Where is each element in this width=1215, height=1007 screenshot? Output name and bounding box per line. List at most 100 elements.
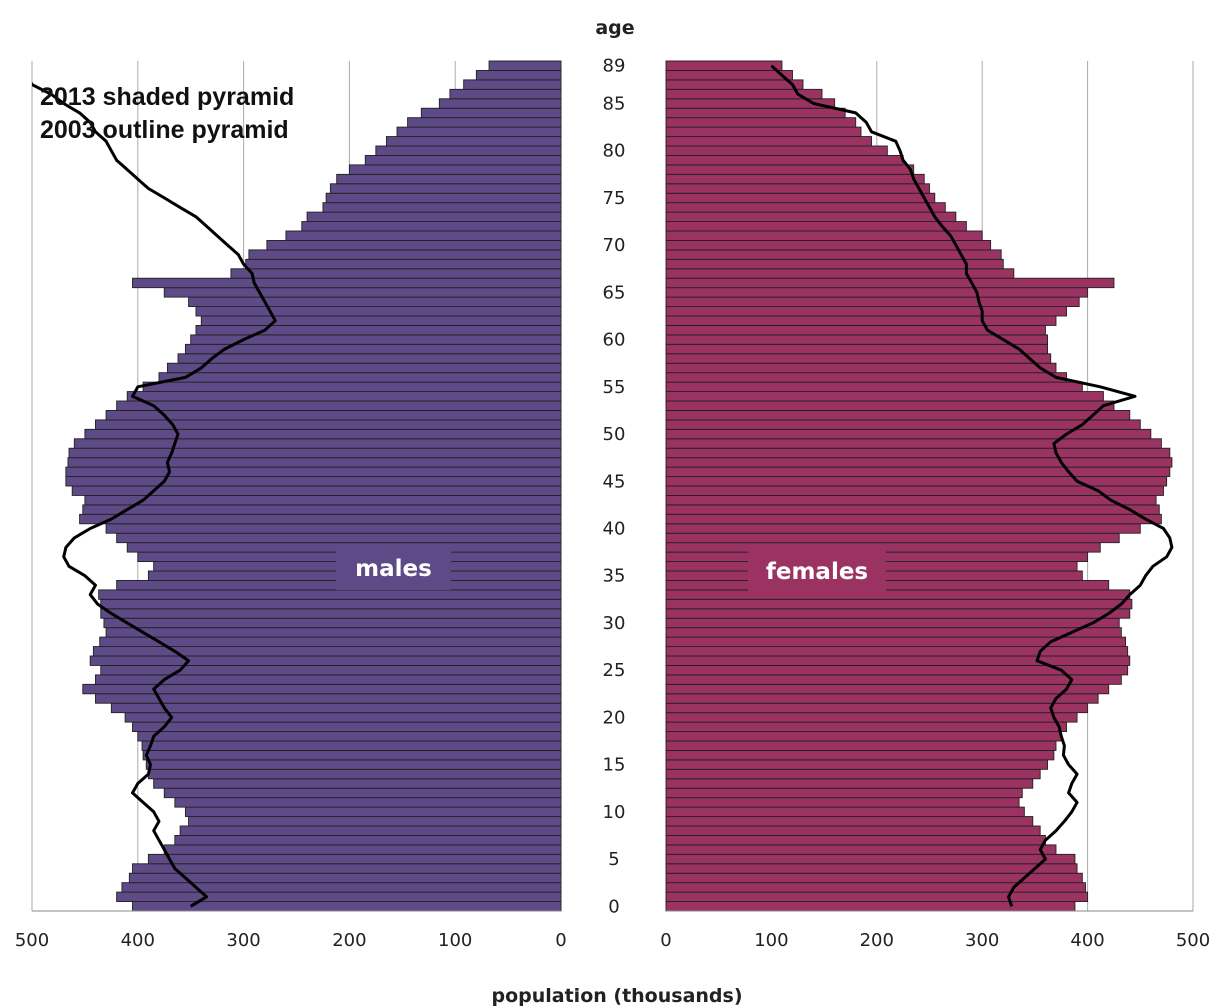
female-bar <box>665 249 1002 260</box>
female-x-tick-label: 500 <box>1176 930 1210 951</box>
age-tick-label: 15 <box>603 755 626 776</box>
female-bar <box>665 882 1086 893</box>
male-bar <box>385 136 562 147</box>
female-bar <box>665 428 1152 440</box>
male-bar <box>449 88 562 100</box>
female-bar <box>665 494 1157 506</box>
female-bar <box>665 419 1141 430</box>
female-bar <box>665 683 1110 695</box>
male-bar <box>103 617 562 629</box>
female-x-tick-label: 100 <box>754 930 788 951</box>
female-bar <box>665 768 1041 780</box>
female-bar <box>665 712 1078 723</box>
female-bar <box>665 806 1025 818</box>
male-bar <box>89 655 562 666</box>
male-bar <box>68 447 562 459</box>
female-bar <box>665 315 1057 326</box>
male-bar <box>100 664 562 676</box>
female-bar <box>665 674 1122 685</box>
female-bar <box>665 825 1041 836</box>
female-bar <box>665 296 1080 308</box>
female-bar <box>665 863 1078 874</box>
female-bar <box>665 353 1052 364</box>
female-x-tick-label: 400 <box>1070 930 1104 951</box>
male-bar <box>174 834 562 846</box>
males-label: males <box>355 556 432 582</box>
female-bar <box>665 173 925 185</box>
male-bar <box>99 636 562 648</box>
female-bar <box>665 277 1115 289</box>
female-bar <box>665 400 1115 411</box>
male-bar <box>245 258 562 270</box>
female-bar <box>665 901 1076 912</box>
female-x-tick-label: 0 <box>660 930 671 951</box>
male-bar <box>142 749 562 761</box>
female-bar <box>665 239 992 251</box>
male-bar <box>126 391 562 402</box>
age-tick-label: 45 <box>603 471 626 492</box>
female-bar <box>665 117 857 128</box>
age-tick-label: 0 <box>608 896 619 917</box>
female-bar <box>665 202 946 213</box>
male-x-tick-label: 300 <box>226 930 260 951</box>
male-bar <box>325 192 562 204</box>
female-bar <box>665 844 1057 855</box>
male-bar <box>141 740 562 751</box>
female-bar <box>665 126 862 138</box>
male-bar <box>147 853 562 865</box>
male-bar <box>166 362 562 374</box>
female-bar <box>665 476 1168 487</box>
male-bar <box>396 126 562 138</box>
female-bar <box>665 523 1141 534</box>
female-bar <box>665 211 957 223</box>
male-bar <box>158 372 562 383</box>
male-x-tick-label: 500 <box>15 930 49 951</box>
age-tick-label: 75 <box>603 188 626 209</box>
male-bar <box>65 466 562 478</box>
age-tick-label: 89 <box>603 56 626 77</box>
male-bar <box>285 230 562 241</box>
male-bar <box>132 721 562 733</box>
female-bar <box>665 447 1171 459</box>
female-bar <box>665 608 1131 619</box>
male-bar <box>364 154 562 166</box>
male-bar <box>179 825 562 836</box>
age-tick-label: 30 <box>603 613 626 634</box>
female-bar <box>665 154 904 166</box>
male-bar <box>195 324 562 336</box>
male-bar <box>105 409 562 421</box>
male-bar <box>407 117 562 128</box>
male-bar <box>200 315 562 326</box>
age-tick-label: 80 <box>603 141 626 162</box>
male-bar <box>116 532 562 544</box>
female-bar <box>665 60 783 71</box>
female-bar <box>665 457 1173 468</box>
female-bar <box>665 589 1131 600</box>
female-bar <box>665 740 1057 751</box>
females-panel-label: females <box>748 547 886 593</box>
female-bar <box>665 759 1048 770</box>
male-bar <box>145 759 562 770</box>
female-bar <box>665 438 1162 449</box>
male-bar <box>475 69 562 81</box>
female-bar <box>665 787 1023 799</box>
male-bar <box>420 107 562 119</box>
male-bar <box>84 494 562 506</box>
female-bar <box>665 579 1110 591</box>
female-bar <box>665 702 1089 714</box>
female-bar <box>665 145 888 156</box>
male-bar <box>336 173 562 185</box>
female-bar <box>665 721 1067 733</box>
female-bar <box>665 409 1131 421</box>
male-bar <box>132 863 562 874</box>
female-bar <box>665 646 1129 657</box>
male-bar <box>65 476 562 487</box>
female-bar <box>665 816 1034 827</box>
female-bar <box>665 107 846 119</box>
males-label-box <box>336 544 451 590</box>
male-x-tick-label: 400 <box>121 930 155 951</box>
male-bar <box>188 296 562 308</box>
male-bar <box>142 381 562 393</box>
female-bar <box>665 221 967 232</box>
male-bar <box>153 778 562 789</box>
